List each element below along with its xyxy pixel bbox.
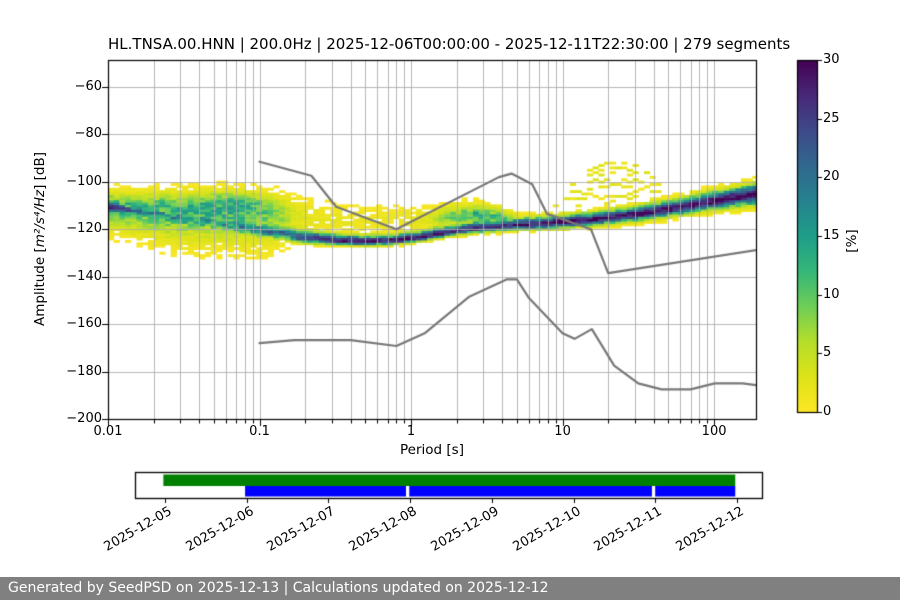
y-tick-label: −80 [74, 126, 102, 142]
colorbar-tick-label: 15 [823, 228, 840, 243]
y-tick-label: −100 [66, 173, 102, 189]
y-tick-label: −180 [66, 363, 102, 379]
y-axis-label-prefix: Amplitude [ [32, 247, 48, 327]
x-axis-label: Period [s] [400, 442, 464, 458]
y-tick-label: −140 [66, 268, 102, 284]
x-tick-label: 0.01 [93, 424, 123, 439]
colorbar-tick-label: 30 [823, 52, 840, 67]
y-tick-label: −60 [74, 79, 102, 95]
y-tick-label: −160 [66, 316, 102, 332]
footer-text: Generated by SeedPSD on 2025-12-13 | Cal… [8, 580, 549, 596]
colorbar-tick-label: 5 [823, 345, 832, 361]
y-tick-label: −120 [66, 221, 102, 237]
y-axis-label: Amplitude [m²/s⁴/Hz] [dB] [32, 152, 48, 326]
plot-title: HL.TNSA.00.HNN | 200.0Hz | 2025-12-06T00… [108, 35, 791, 53]
colorbar-tick-label: 20 [823, 169, 840, 185]
colorbar-tick-label: 0 [823, 404, 832, 419]
colorbar-tick-label: 25 [823, 110, 840, 126]
y-axis-label-units: m²/s⁴/Hz [32, 189, 48, 248]
colorbar-tick-label: 10 [823, 286, 840, 302]
x-tick-label: 10 [554, 424, 571, 439]
y-tick-label: −200 [66, 411, 102, 426]
footer-bar: Generated by SeedPSD on 2025-12-13 | Cal… [0, 577, 900, 600]
y-axis-label-suffix: ] [dB] [32, 151, 48, 190]
x-tick-label: 0.1 [249, 424, 270, 439]
x-tick-label: 1 [406, 424, 416, 439]
colorbar-label: [%] [844, 229, 860, 253]
x-tick-label: 100 [701, 424, 727, 439]
